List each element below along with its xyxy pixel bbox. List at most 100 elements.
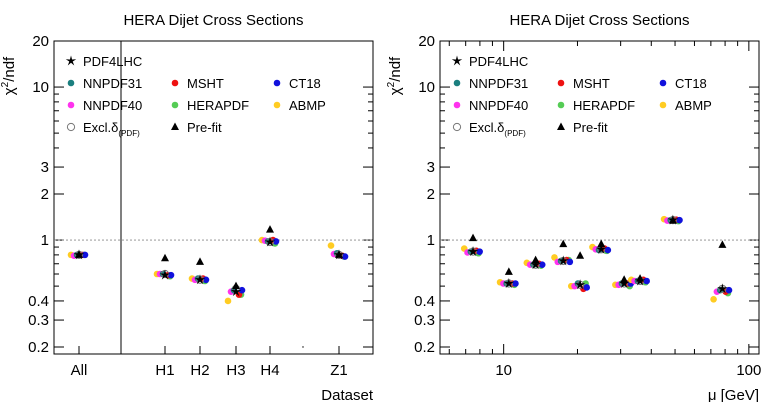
y-tick-label: 0.3 xyxy=(28,312,49,329)
point-pdf4lhc xyxy=(230,286,242,297)
y-tick-label: 20 xyxy=(418,33,435,50)
y-tick-label: 0.2 xyxy=(414,339,435,356)
legend-label-ct18: CT18 xyxy=(289,76,321,91)
point-prefit xyxy=(266,225,274,233)
x-tick-label: H4 xyxy=(260,362,279,379)
point-prefit xyxy=(668,216,677,224)
legend-label-nnpdf31: NNPDF31 xyxy=(469,76,528,91)
legend-marker-nnpdf31 xyxy=(67,79,75,87)
legend-marker-excl xyxy=(66,122,76,132)
legend: PDF4LHC NNPDF31 MSHT CT18 NNPDF40 HERAPDF ABMP… xyxy=(65,54,326,138)
legend-marker-msht xyxy=(557,79,565,87)
point-pdf4lhc xyxy=(574,279,586,290)
panel-mu: HERA Dijet Cross Sections χ2/ndf 0.2 0.3 0.4… xyxy=(386,12,761,404)
point-prefit xyxy=(620,275,629,283)
point-pdf4lhc xyxy=(159,269,171,280)
legend-label-pdf4lhc: PDF4LHC xyxy=(83,54,142,69)
legend-label-ct18: CT18 xyxy=(675,76,707,91)
y-tick-label: 1 xyxy=(41,232,49,249)
plot-frame xyxy=(53,40,374,355)
point-prefit xyxy=(196,257,204,265)
point-ct18 xyxy=(566,258,574,266)
x-tick-label: Z1 xyxy=(330,362,348,379)
chart-title: HERA Dijet Cross Sections xyxy=(509,12,689,29)
y-tick-label: 2 xyxy=(41,186,49,203)
legend-label-excl: Excl.δ(PDF) xyxy=(469,120,526,138)
y-tick-label: 0.4 xyxy=(28,293,49,310)
point-pdf4lhc xyxy=(596,243,607,254)
x-tick-label: 10 xyxy=(495,362,512,379)
legend-marker-prefit xyxy=(171,122,179,130)
chart-title: HERA Dijet Cross Sections xyxy=(123,12,303,29)
point-prefit xyxy=(718,240,727,248)
x-tick-label: All xyxy=(71,362,88,379)
legend-marker-herapdf xyxy=(171,101,179,109)
legend-marker-ct18 xyxy=(273,79,281,87)
point-prefit xyxy=(531,255,540,264)
x-tick-label: H2 xyxy=(190,362,209,379)
legend-label-msht: MSHT xyxy=(573,76,610,91)
legend-marker-nnpdf40 xyxy=(453,101,461,109)
y-tick-label: 10 xyxy=(418,79,435,96)
y-tick-label: 20 xyxy=(32,33,49,50)
legend-marker-msht xyxy=(171,79,179,87)
point-prefit xyxy=(559,239,568,248)
legend-label-abmp: ABMP xyxy=(675,98,712,113)
point-abmp xyxy=(224,297,232,305)
legend-label-abmp: ABMP xyxy=(289,98,326,113)
legend-label-nnpdf40: NNPDF40 xyxy=(469,98,528,113)
y-tick-label: 3 xyxy=(41,159,49,176)
legend-marker-nnpdf31 xyxy=(453,79,461,87)
point-ct18 xyxy=(604,246,612,254)
legend-label-prefit: Pre-fit xyxy=(187,120,222,135)
point-ct18 xyxy=(676,216,683,224)
point-pdf4lhc xyxy=(264,236,276,247)
x-tick-label: H1 xyxy=(155,362,174,379)
svg-text:χ2/ndf: χ2/ndf xyxy=(0,56,18,95)
legend-label-nnpdf40: NNPDF40 xyxy=(83,98,142,113)
stray-dot xyxy=(302,346,304,348)
legend-label-herapdf: HERAPDF xyxy=(573,98,635,113)
point-ct18 xyxy=(538,261,546,269)
x-axis-label: Dataset xyxy=(321,387,374,402)
legend-marker-abmp xyxy=(273,101,281,109)
y-axis-label: χ2/ndf xyxy=(386,56,404,95)
point-prefit xyxy=(469,233,478,242)
point-prefit xyxy=(576,251,585,259)
point-ct18 xyxy=(476,248,483,255)
y-tick-label: 0.3 xyxy=(414,312,435,329)
legend-label-prefit: Pre-fit xyxy=(573,120,608,135)
point-prefit xyxy=(232,281,240,290)
legend-label-excl: Excl.δ(PDF) xyxy=(83,120,140,138)
point-pdf4lhc xyxy=(530,259,541,270)
x-tick-label: 100 xyxy=(736,362,761,379)
legend-marker-nnpdf40 xyxy=(67,101,75,109)
point-pdf4lhc xyxy=(717,283,728,294)
point-ct18 xyxy=(272,238,280,245)
point-pdf4lhc xyxy=(558,255,569,266)
panel-dataset: HERA Dijet Cross Sections χ2/ndf 0.2 0.3 0.4… xyxy=(0,12,374,404)
point-prefit xyxy=(75,250,83,258)
point-ct18 xyxy=(725,286,733,294)
y-tick-label: 0.2 xyxy=(28,339,49,356)
legend-label-herapdf: HERAPDF xyxy=(187,98,249,113)
point-ct18 xyxy=(512,280,519,287)
y-tick-label: 1 xyxy=(427,232,435,249)
legend-label-msht: MSHT xyxy=(187,76,224,91)
y-tick-label: 0.4 xyxy=(414,293,435,310)
legend-label-pdf4lhc: PDF4LHC xyxy=(469,54,528,69)
point-prefit xyxy=(161,253,169,262)
legend-marker-abmp xyxy=(659,101,667,109)
point-ct18 xyxy=(341,253,349,260)
point-prefit xyxy=(504,267,513,275)
legend: PDF4LHC NNPDF31 MSHT CT18 NNPDF40 HERAPDF ABMP… xyxy=(451,54,712,138)
legend-marker-prefit xyxy=(557,122,565,130)
y-axis-label: χ2/ndf xyxy=(0,56,18,95)
legend-marker-excl xyxy=(452,122,462,132)
point-prefit xyxy=(636,274,645,282)
point-ct18 xyxy=(167,271,175,279)
legend-label-nnpdf31: NNPDF31 xyxy=(83,76,142,91)
point-prefit xyxy=(597,239,606,248)
